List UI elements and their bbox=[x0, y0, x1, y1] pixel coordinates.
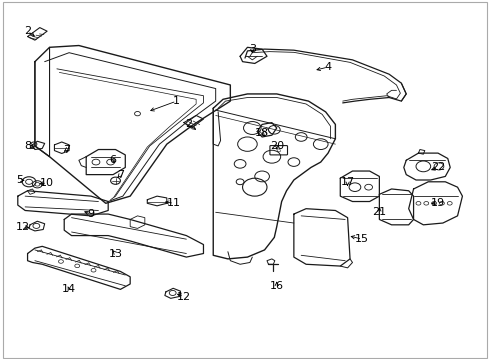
Text: 8: 8 bbox=[24, 141, 31, 151]
Text: 18: 18 bbox=[255, 129, 269, 138]
Text: 7: 7 bbox=[63, 144, 70, 154]
Text: 3: 3 bbox=[249, 44, 256, 54]
FancyBboxPatch shape bbox=[270, 145, 288, 155]
Text: 1: 1 bbox=[173, 96, 180, 106]
Text: 16: 16 bbox=[270, 281, 284, 291]
Text: 7: 7 bbox=[117, 170, 124, 180]
Text: 12: 12 bbox=[177, 292, 191, 302]
Text: 6: 6 bbox=[110, 155, 117, 165]
Text: 2: 2 bbox=[24, 26, 31, 36]
Text: 22: 22 bbox=[431, 162, 445, 172]
Text: 10: 10 bbox=[40, 178, 54, 188]
Text: 2: 2 bbox=[185, 120, 193, 129]
Text: 9: 9 bbox=[88, 209, 95, 219]
Text: 19: 19 bbox=[431, 198, 445, 208]
Text: 21: 21 bbox=[372, 207, 387, 217]
Text: 5: 5 bbox=[16, 175, 23, 185]
Text: 12: 12 bbox=[16, 222, 30, 231]
Text: 14: 14 bbox=[62, 284, 76, 294]
Text: 11: 11 bbox=[167, 198, 181, 208]
Text: 15: 15 bbox=[275, 148, 282, 153]
Text: 20: 20 bbox=[270, 141, 284, 151]
Text: 13: 13 bbox=[108, 248, 122, 258]
Text: 17: 17 bbox=[341, 177, 355, 187]
Text: 15: 15 bbox=[355, 234, 369, 244]
Text: 4: 4 bbox=[324, 62, 332, 72]
